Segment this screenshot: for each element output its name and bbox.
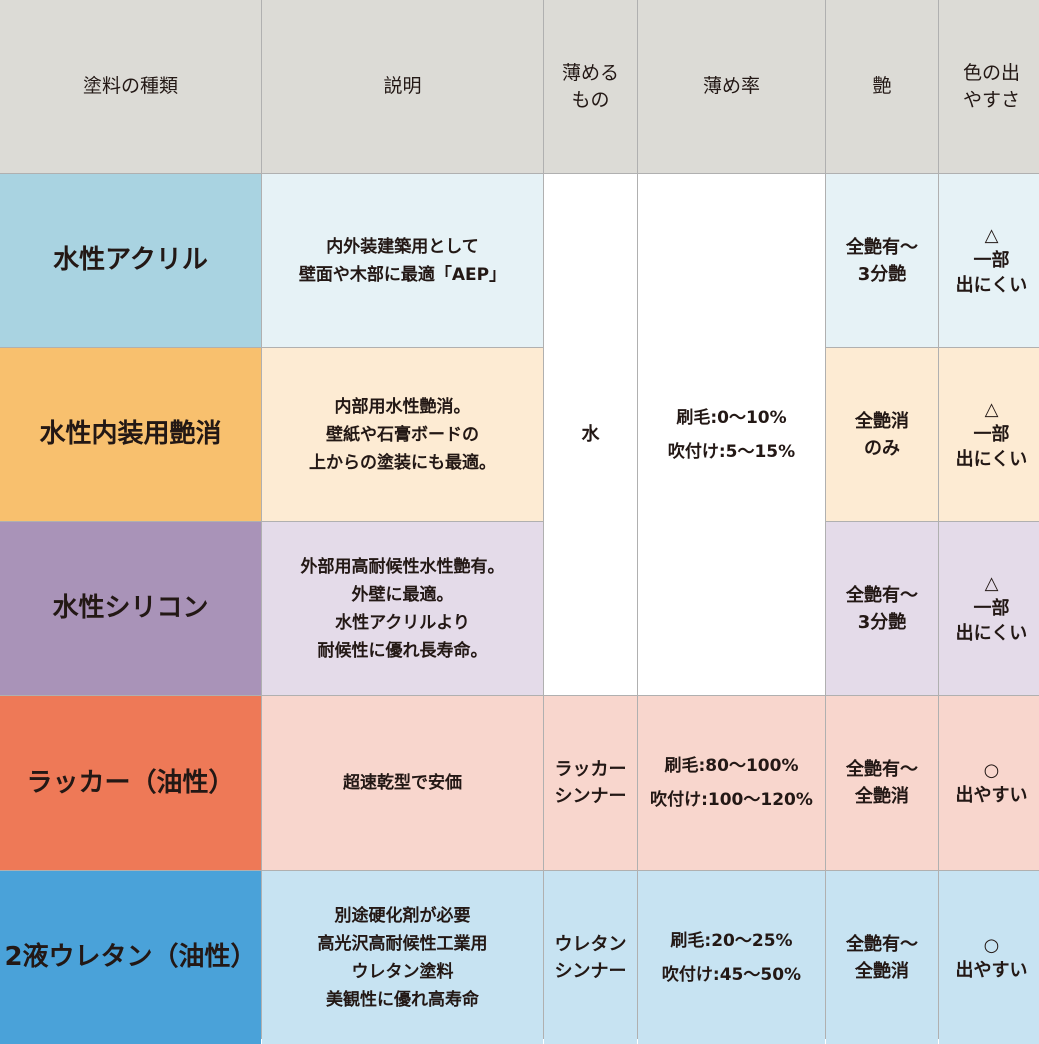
paint-type-name: ラッカー（油性） — [0, 696, 261, 870]
description-cell: 別途硬化剤が必要 高光沢高耐候性工業用 ウレタン塗料 美観性に優れ高寿命 — [262, 871, 543, 1044]
color-ease-cell: △ 一部 出にくい — [939, 174, 1039, 347]
thinner-cell: 水 — [544, 174, 637, 695]
description-cell: 内部用水性艶消。 壁紙や石膏ボードの 上からの塗装にも最適。 — [262, 348, 543, 521]
header-gloss: 艶 — [826, 0, 938, 173]
description-cell: 内外装建築用として 壁面や木部に最適「AEP」 — [262, 174, 543, 347]
thinner-cell: ラッカー シンナー — [544, 696, 637, 870]
gloss-cell: 全艶有〜 全艶消 — [826, 871, 938, 1044]
header-type: 塗料の種類 — [0, 0, 261, 173]
header-description: 説明 — [262, 0, 543, 173]
header-rate: 薄め率 — [638, 0, 825, 173]
thinner-cell: ウレタン シンナー — [544, 871, 637, 1044]
header-thinner: 薄める もの — [544, 0, 637, 173]
color-ease-cell: ○ 出やすい — [939, 871, 1039, 1044]
header-color: 色の出 やすさ — [939, 0, 1039, 173]
paint-type-name: 水性シリコン — [0, 522, 261, 695]
color-ease-cell: △ 一部 出にくい — [939, 522, 1039, 695]
gloss-cell: 全艶消 のみ — [826, 348, 938, 521]
gloss-cell: 全艶有〜 全艶消 — [826, 696, 938, 870]
gloss-cell: 全艶有〜 3分艶 — [826, 522, 938, 695]
paint-type-name: 2液ウレタン（油性） — [0, 871, 261, 1044]
dilution-rate-cell: 刷毛:0〜10% 吹付け:5〜15% — [638, 174, 825, 695]
dilution-rate-cell: 刷毛:20〜25% 吹付け:45〜50% — [638, 871, 825, 1044]
paint-type-name: 水性内装用艶消 — [0, 348, 261, 521]
color-ease-cell: △ 一部 出にくい — [939, 348, 1039, 521]
paint-type-name: 水性アクリル — [0, 174, 261, 347]
description-cell: 超速乾型で安価 — [262, 696, 543, 870]
description-cell: 外部用高耐候性水性艶有。 外壁に最適。 水性アクリルより 耐候性に優れ長寿命。 — [262, 522, 543, 695]
color-ease-cell: ○ 出やすい — [939, 696, 1039, 870]
gloss-cell: 全艶有〜 3分艶 — [826, 174, 938, 347]
dilution-rate-cell: 刷毛:80〜100% 吹付け:100〜120% — [638, 696, 825, 870]
